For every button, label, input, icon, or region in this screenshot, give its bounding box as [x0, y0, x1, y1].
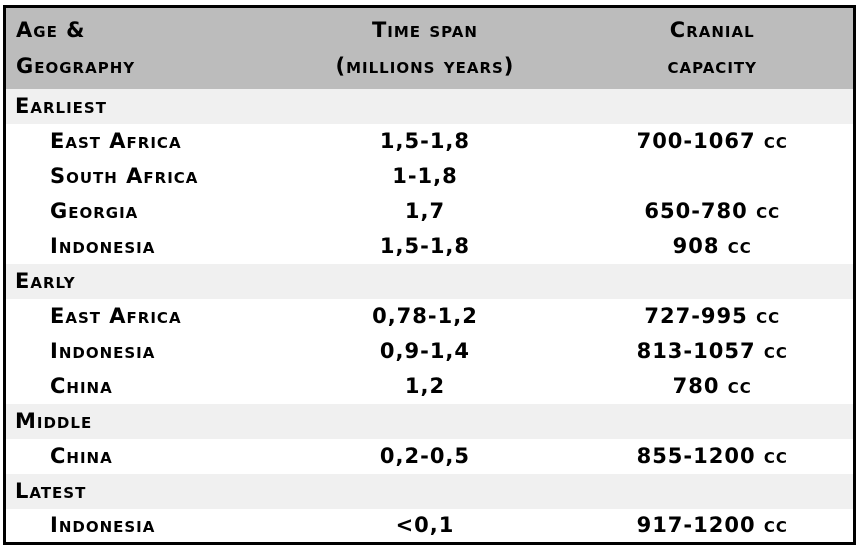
geography-cell: China	[50, 444, 113, 468]
geography-cell: Indonesia	[50, 513, 156, 538]
time-span-cell: 0,9-1,4	[379, 339, 471, 363]
column-header-line: Cranial	[669, 18, 755, 43]
table-row: Indonesia 1,5-1,8 908 cc	[4, 228, 855, 264]
section-row-middle: Middle	[4, 403, 855, 439]
time-span-cell: 0,2-0,5	[379, 444, 471, 468]
section-row-earliest: Earliest	[4, 88, 855, 124]
cranial-capacity-cell	[571, 159, 854, 194]
geography-cell: South Africa	[50, 164, 199, 188]
hominin-data-table: Age & Geography Time span (millions year…	[3, 5, 856, 545]
geography-cell: China	[50, 374, 113, 398]
table-row: Indonesia <0,1 917-1200 cc	[4, 508, 855, 544]
time-span-cell: <0,1	[395, 513, 455, 538]
time-span-cell: 0,78-1,2	[372, 304, 478, 328]
cranial-capacity-cell: 813-1057 cc	[636, 339, 788, 363]
geography-cell: Indonesia	[50, 234, 156, 258]
cranial-capacity-cell: 727-995 cc	[644, 304, 781, 328]
section-label: Latest	[15, 479, 87, 503]
cranial-capacity-cell: 780 cc	[672, 374, 752, 398]
section-row-early: Early	[4, 263, 855, 299]
section-row-latest: Latest	[4, 473, 855, 509]
table-row: China 0,2-0,5 855-1200 cc	[4, 438, 855, 474]
table-row: Indonesia 0,9-1,4 813-1057 cc	[4, 333, 855, 369]
section-label: Early	[15, 269, 76, 293]
column-header-age-geography: Age & Geography	[5, 7, 279, 89]
time-span-cell: 1,2	[404, 374, 446, 398]
geography-cell: Indonesia	[50, 339, 156, 363]
column-header-time-span: Time span (millions years)	[278, 7, 571, 89]
time-span-cell: 1,7	[404, 199, 446, 223]
table-row: South Africa 1-1,8	[4, 158, 855, 194]
time-span-cell: 1,5-1,8	[379, 234, 471, 258]
geography-cell: East Africa	[50, 129, 182, 153]
section-label: Earliest	[15, 94, 107, 118]
section-label: Middle	[15, 409, 93, 433]
table-row: China 1,2 780 cc	[4, 368, 855, 404]
cranial-capacity-cell: 650-780 cc	[644, 199, 781, 223]
column-header-cranial-capacity: Cranial capacity	[571, 7, 854, 89]
time-span-cell: 1,5-1,8	[379, 129, 471, 153]
cranial-capacity-cell: 917-1200 cc	[636, 513, 788, 538]
table-row: East Africa 0,78-1,2 727-995 cc	[4, 298, 855, 334]
table-row: Georgia 1,7 650-780 cc	[4, 193, 855, 229]
geography-cell: East Africa	[50, 304, 182, 328]
time-span-cell: 1-1,8	[392, 164, 458, 188]
table-header-row: Age & Geography Time span (millions year…	[4, 6, 855, 89]
table-row: East Africa 1,5-1,8 700-1067 cc	[4, 123, 855, 159]
column-header-line: (millions years)	[335, 54, 515, 79]
column-header-line: Age &	[16, 18, 86, 43]
cranial-capacity-cell: 855-1200 cc	[636, 444, 788, 468]
column-header-line: Time span	[371, 18, 478, 43]
cranial-capacity-cell: 908 cc	[672, 234, 752, 258]
column-header-line: Geography	[16, 54, 136, 79]
column-header-line: capacity	[667, 54, 757, 79]
geography-cell: Georgia	[50, 199, 139, 223]
cranial-capacity-cell: 700-1067 cc	[636, 129, 788, 153]
